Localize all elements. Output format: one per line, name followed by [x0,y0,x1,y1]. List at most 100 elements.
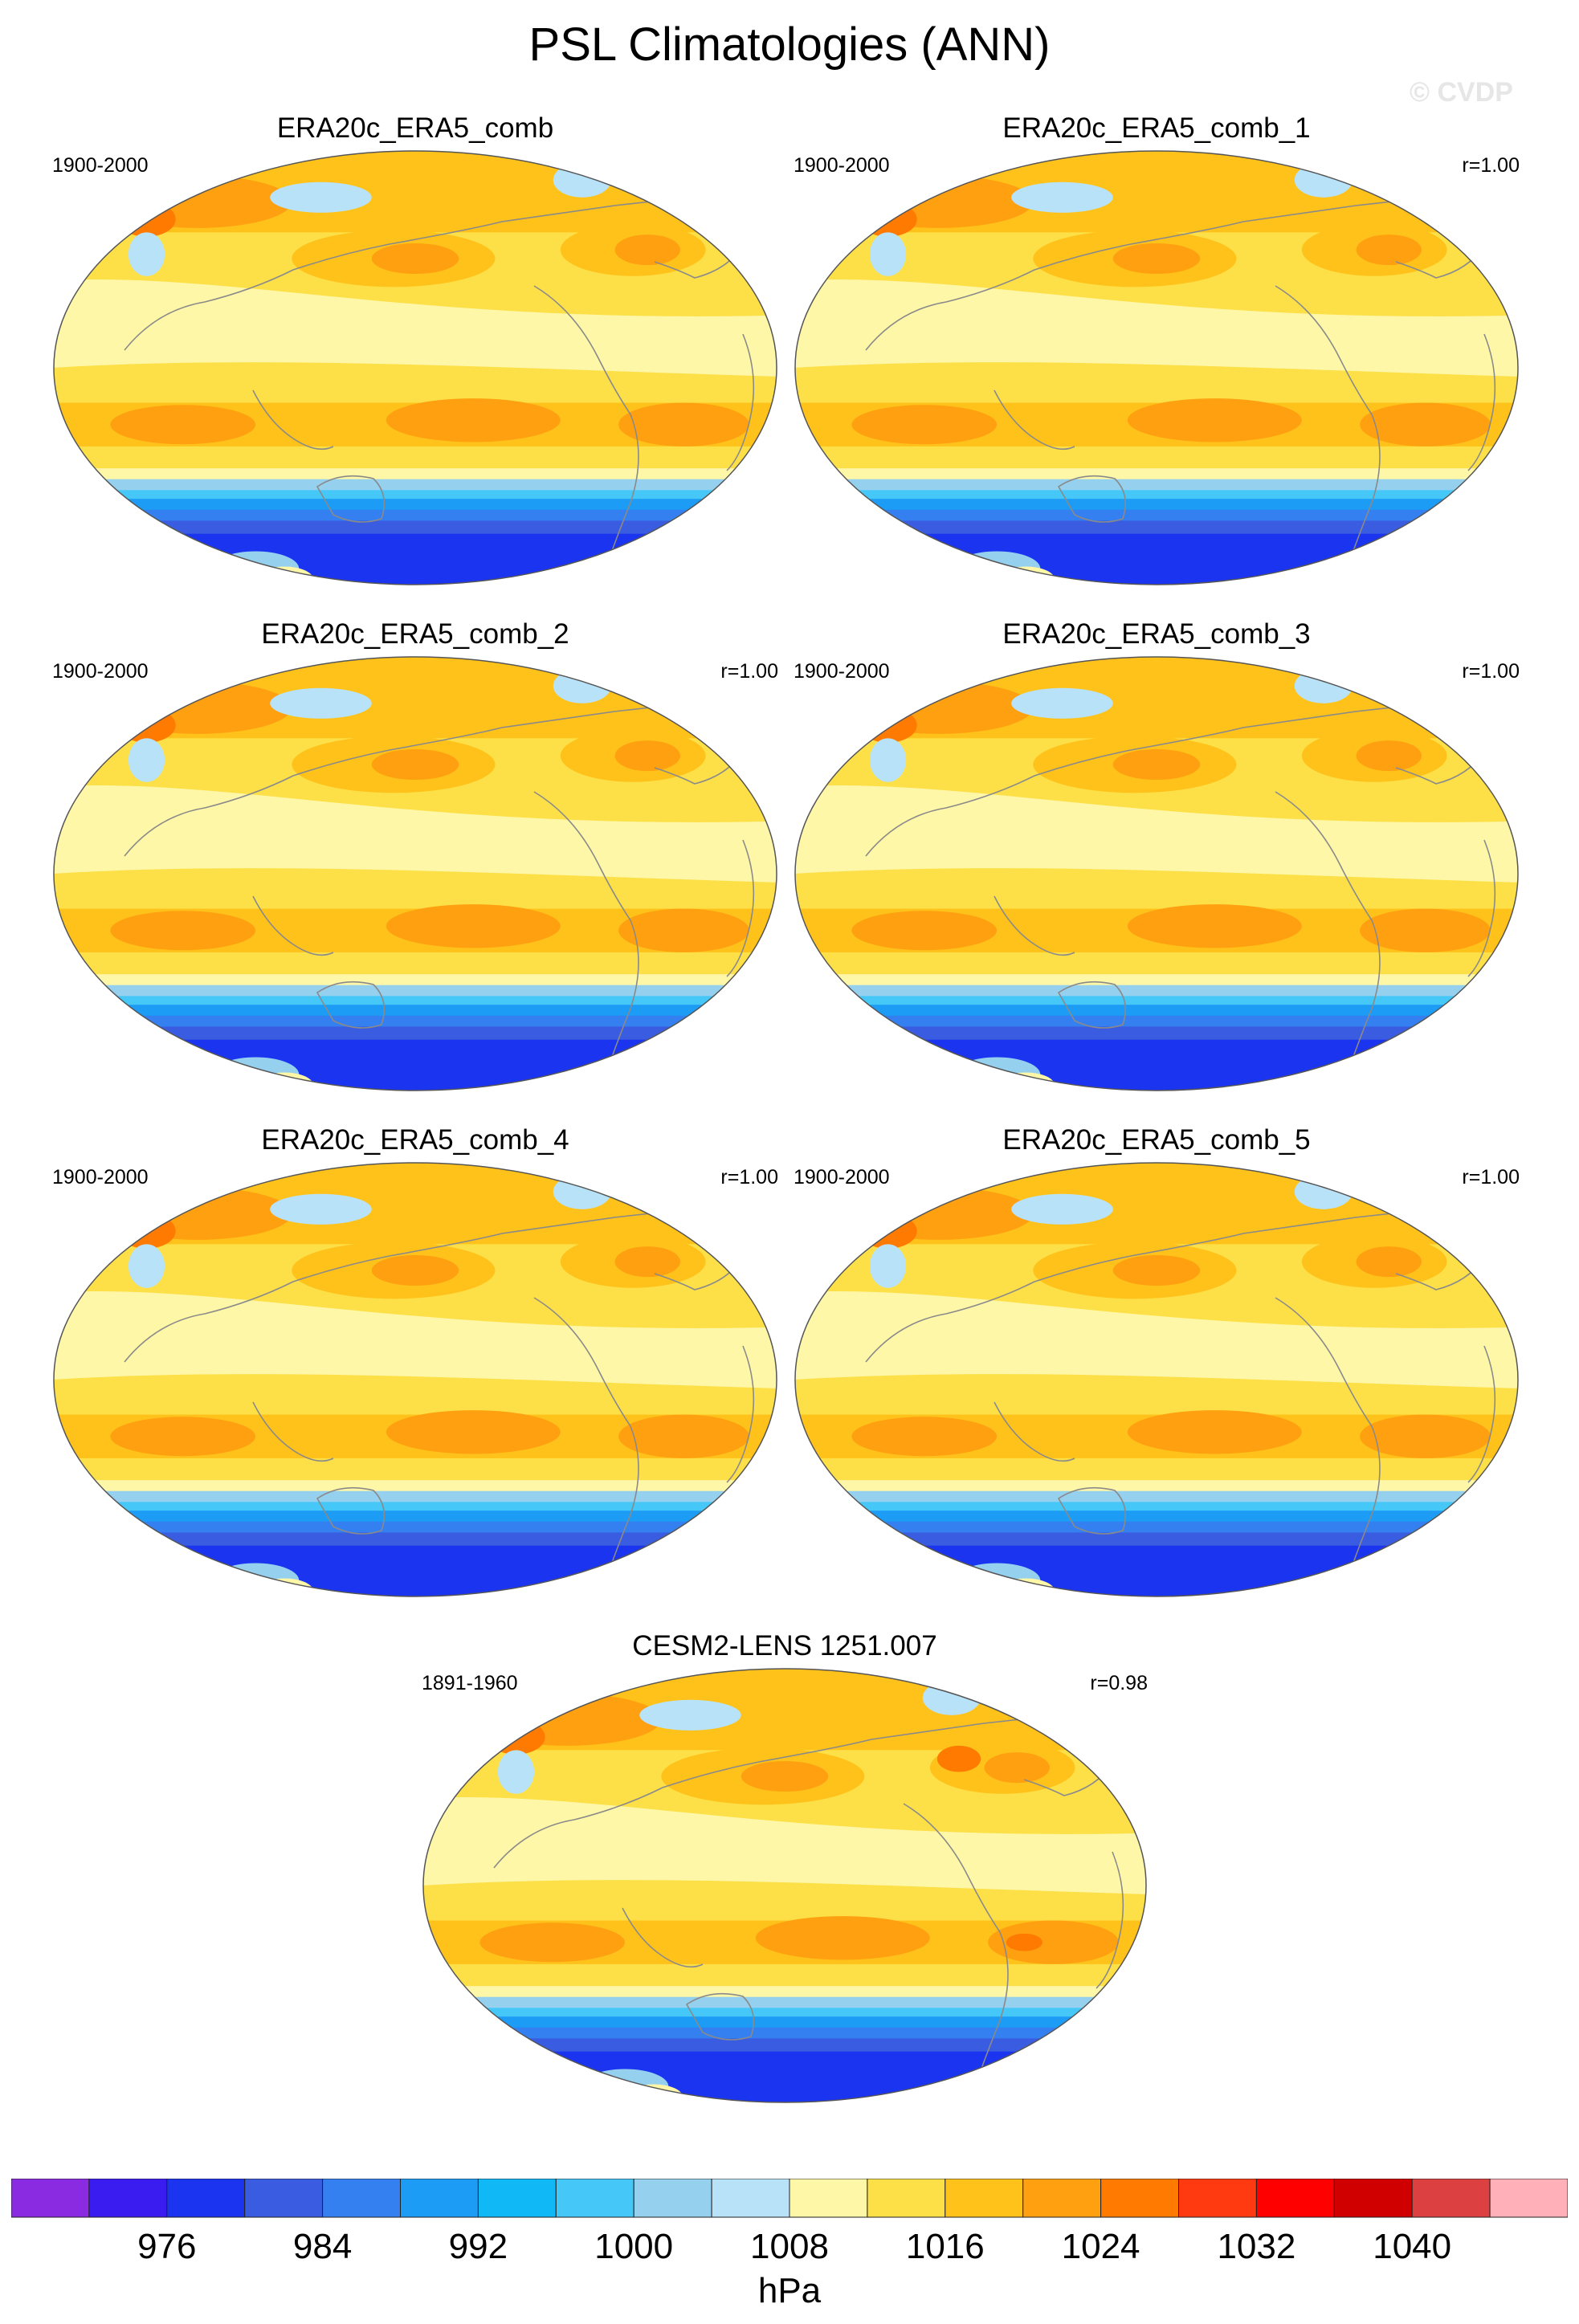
colorbar-tick-label: 976 [137,2227,197,2266]
south-subtropical-high-2 [1360,908,1491,952]
psl-band-south-1016 [795,1458,1518,1481]
aleutian-low [270,687,372,719]
colorbar-tick-label: 1040 [1373,2227,1452,2266]
aleutian-low [1011,687,1113,719]
south-subtropical-high-2 [1360,1414,1491,1458]
panel-title: ERA20c_ERA5_comb_5 [1002,1124,1311,1156]
azores-high [614,740,680,772]
psl-band-tropics-1012 [795,1291,1518,1388]
panel-period: 1900-2000 [794,660,890,683]
panel-period: 1900-2000 [794,1166,890,1189]
panel-title: ERA20c_ERA5_comb_3 [1002,618,1311,650]
southern-ocean-band-c980 [54,533,777,585]
south-subtropical-high-0 [851,911,998,951]
map-panel: ERA20c_ERA5_comb_1 1900-2000 r=1.00 [794,112,1520,586]
panel-period: 1900-2000 [52,154,149,177]
south-subtropical-high-0 [851,1417,998,1457]
panel-title: ERA20c_ERA5_comb_4 [261,1124,569,1156]
south-subtropical-high-1 [755,1916,930,1960]
south-subtropical-high-1 [1127,904,1302,948]
coastline-3 [1275,1297,1381,1580]
map-panel: ERA20c_ERA5_comb_5 1900-2000 r=1.00 [794,1124,1520,1598]
colorbar-tick-label: 1008 [750,2227,829,2266]
azores-high-core [936,1745,981,1772]
colorbar-box [555,2179,634,2218]
psl-map [794,656,1519,1091]
south-subtropical-high-0 [110,405,256,445]
north-pacific-high [1112,243,1201,275]
southern-ocean-band-c980 [54,1039,777,1091]
colorbar-box [244,2179,324,2218]
psl-band-south-1012 [54,1480,777,1494]
colorbar-box [322,2179,402,2218]
south-asian-low [128,738,165,782]
tibet-high [117,707,176,743]
colorbar-tick-label: 1024 [1061,2227,1140,2266]
colorbar-box [166,2179,246,2218]
coastline-3 [1275,285,1381,568]
icelandic-low [553,162,612,198]
psl-band-south-1016 [795,952,1518,975]
panel-title: ERA20c_ERA5_comb_2 [261,618,569,650]
siberian-high [103,681,292,734]
psl-band-south-1012 [54,974,777,988]
psl-band-tropics-1012 [54,1291,777,1388]
south-atlantic-high-core [1006,1933,1042,1951]
south-asian-low [869,232,907,276]
coastline-2 [1057,1486,1127,1535]
colorbar-box [1022,2179,1102,2218]
map-border [53,1162,777,1597]
icelandic-low [1294,1174,1353,1209]
aleutian-low [270,1193,372,1225]
south-subtropical-high-1 [386,904,561,948]
map-panel: ERA20c_ERA5_comb 1900-2000 [52,112,778,586]
coastline-1 [994,389,1075,451]
azores-high [614,1246,680,1278]
panel-title: ERA20c_ERA5_comb_1 [1002,112,1311,144]
map-panel: ERA20c_ERA5_comb_2 1900-2000 r=1.00 [52,618,778,1092]
colorbar-box [11,2179,90,2218]
map-panel: ERA20c_ERA5_comb_4 1900-2000 r=1.00 [52,1124,778,1598]
coastline-2 [316,1486,386,1535]
coastline-1 [994,1401,1075,1462]
coastline-3 [903,1803,1009,2085]
psl-band-south-1012 [795,974,1518,988]
south-subtropical-high-2 [618,402,749,446]
colorbar-box [711,2179,790,2218]
colorbar-box [633,2179,712,2218]
map-panel: ERA20c_ERA5_comb_3 1900-2000 r=1.00 [794,618,1520,1092]
map-border [794,1162,1519,1597]
colorbar-tick-label: 1016 [905,2227,985,2266]
psl-band-south-1012 [795,468,1518,482]
south-asian-low [869,738,907,782]
south-subtropical-high-0 [851,405,998,445]
south-subtropical-high-0 [110,1417,256,1457]
coastline-5 [726,839,755,977]
psl-band-south-1012 [795,1480,1518,1494]
colorbar [11,2179,1568,2218]
coastline-0 [124,197,687,351]
siberian-high [472,1693,662,1746]
siberian-high [103,175,292,228]
psl-band-tropics-1012 [54,279,777,377]
page-title: PSL Climatologies (ANN) [528,18,1051,71]
south-subtropical-high-1 [386,1410,561,1454]
coastline-1 [252,1401,334,1462]
aleutian-low [639,1699,741,1731]
coastline-3 [533,791,639,1074]
panel-correlation: r=1.00 [1462,660,1520,683]
psl-band-south-1016 [54,1458,777,1481]
siberian-high [844,1187,1034,1240]
watermark: © CVDP [1410,77,1513,108]
south-subtropical-high-2 [988,1920,1119,1964]
south-asian-low [128,232,165,276]
psl-band-tropics-1012 [54,785,777,883]
psl-band-tropics-1012 [423,1797,1146,1894]
map-border [794,150,1519,585]
coastline-2 [1057,475,1127,523]
psl-map [53,150,777,585]
south-asian-low [128,1244,165,1288]
panel-period: 1900-2000 [52,660,149,683]
southern-ocean-band-c980 [795,1039,1518,1091]
panel-correlation: r=1.00 [1462,154,1520,177]
